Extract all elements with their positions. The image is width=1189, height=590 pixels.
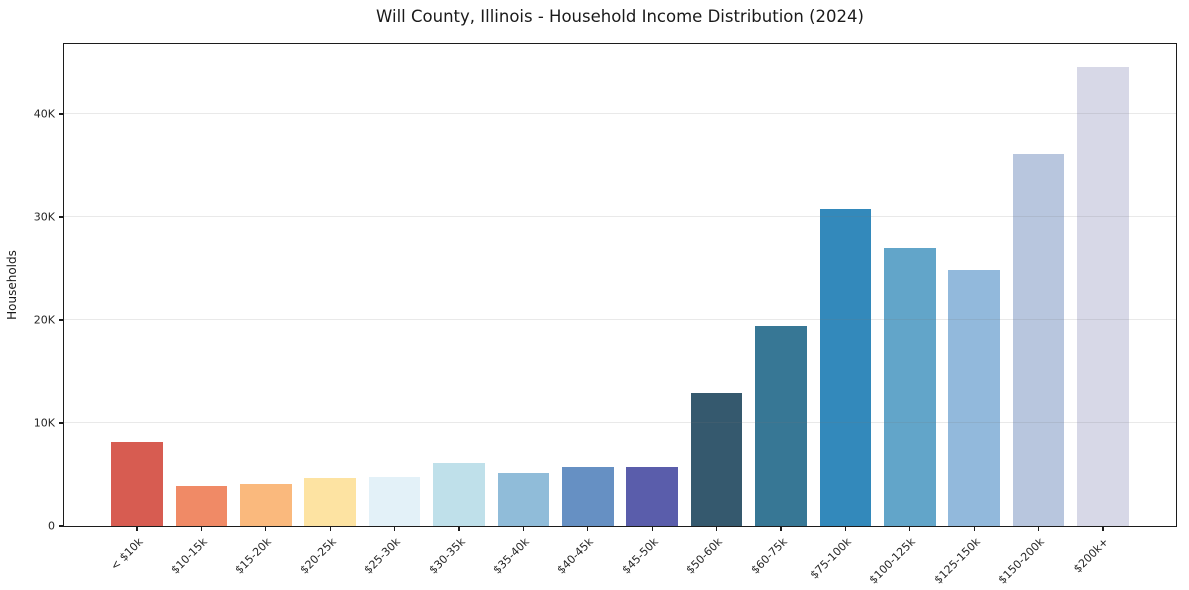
y-tick-label: 40K <box>33 107 55 121</box>
x-tick-label: $10-15k <box>168 535 210 577</box>
x-tick-label: $60-75k <box>748 535 790 577</box>
x-tick-label: < $10k <box>107 535 146 573</box>
y-tick-label: 20K <box>33 313 55 327</box>
x-tick-label: $150-200k <box>995 535 1048 587</box>
x-tick-label: $50-60k <box>683 535 726 577</box>
bar <box>819 208 872 526</box>
x-tick-label: $100-125k <box>867 535 919 587</box>
x-tick <box>844 526 847 531</box>
bar <box>175 485 228 526</box>
x-tick <box>136 526 138 531</box>
x-tick <box>393 526 396 531</box>
x-tick <box>1102 526 1104 531</box>
x-tick <box>587 526 589 531</box>
x-tick-label: $15-20k <box>233 535 275 577</box>
x-tick-label: $125-150k <box>931 535 983 587</box>
bar <box>1077 66 1129 526</box>
bar <box>626 466 678 526</box>
y-axis-label: Households <box>5 250 19 320</box>
x-tick <box>265 526 267 531</box>
x-tick <box>522 526 525 531</box>
bar <box>368 476 421 526</box>
bar <box>111 441 163 526</box>
y-tick-label: 30K <box>33 210 55 224</box>
bar <box>240 483 292 526</box>
x-tick <box>329 526 331 531</box>
bar <box>690 393 743 526</box>
x-tick <box>1037 526 1040 531</box>
bar <box>755 326 807 526</box>
y-tick <box>59 525 64 527</box>
gridline <box>64 422 1176 424</box>
x-tick <box>909 526 911 531</box>
x-tick <box>973 526 975 531</box>
bar <box>884 247 936 526</box>
x-tick-label: $25-30k <box>361 535 404 577</box>
y-tick <box>59 319 64 321</box>
x-tick-label: $35-40k <box>490 535 532 577</box>
x-tick-label: $200k+ <box>1071 535 1112 576</box>
bar <box>1012 154 1065 526</box>
y-tick-label: 0 <box>48 519 55 533</box>
bar <box>948 269 1000 526</box>
x-tick-label: $40-45k <box>555 535 597 577</box>
y-tick <box>59 216 64 218</box>
x-tick-label: $45-50k <box>619 535 661 577</box>
bar <box>497 473 550 526</box>
bar <box>304 477 356 526</box>
y-tick <box>59 422 64 424</box>
bar <box>433 463 485 526</box>
y-tick <box>59 113 64 115</box>
x-tick <box>715 526 718 531</box>
x-tick <box>651 526 653 531</box>
x-tick <box>458 526 460 531</box>
gridline <box>64 319 1176 321</box>
chart-title: Will County, Illinois - Household Income… <box>376 7 864 26</box>
x-tick-label: $30-35k <box>426 535 468 577</box>
bar <box>562 467 614 526</box>
x-tick <box>780 526 782 531</box>
gridline <box>64 113 1176 115</box>
x-tick-label: $20-25k <box>297 535 339 577</box>
gridline <box>64 216 1176 218</box>
plot-area: < $10k $10-15k $15-20k $20-25k $25-30k $30-35… <box>34 43 1177 586</box>
x-tick <box>200 526 203 531</box>
y-tick-label: 10K <box>33 416 55 430</box>
x-tick-label: $75-100k <box>807 535 854 582</box>
